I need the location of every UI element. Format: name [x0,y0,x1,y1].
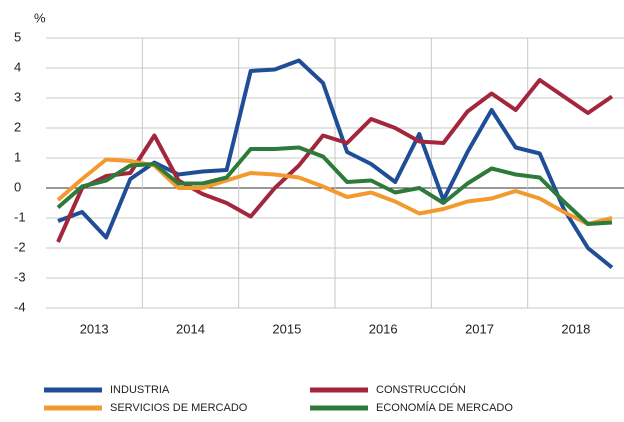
x-tick-label: 2018 [561,321,590,336]
y-tick-label: -3 [14,269,26,284]
y-tick-label: 0 [14,179,21,194]
y-tick-label: 5 [14,29,21,44]
x-tick-label: 2013 [80,321,109,336]
series-line [56,78,614,243]
x-tick-label: 2016 [369,321,398,336]
x-tick-label: 2015 [272,321,301,336]
legend-label: CONSTRUCCIÓN [376,383,466,396]
legend-label: ECONOMÍA DE MERCADO [376,401,513,414]
y-tick-label: -1 [14,209,26,224]
legend-label: INDUSTRIA [110,384,170,396]
x-tick-label: 2014 [176,321,205,336]
series-line [56,145,613,226]
y-tick-label: -2 [14,239,26,254]
y-tick-label: 3 [14,89,21,104]
legend-label: SERVICIOS DE MERCADO [110,402,248,414]
x-tick-label: 2017 [465,321,494,336]
unit-label: % [34,10,46,25]
y-tick-label: 4 [14,59,21,74]
y-tick-label: 2 [14,119,21,134]
y-tick-label: -4 [14,299,26,314]
y-tick-label: 1 [14,149,21,164]
